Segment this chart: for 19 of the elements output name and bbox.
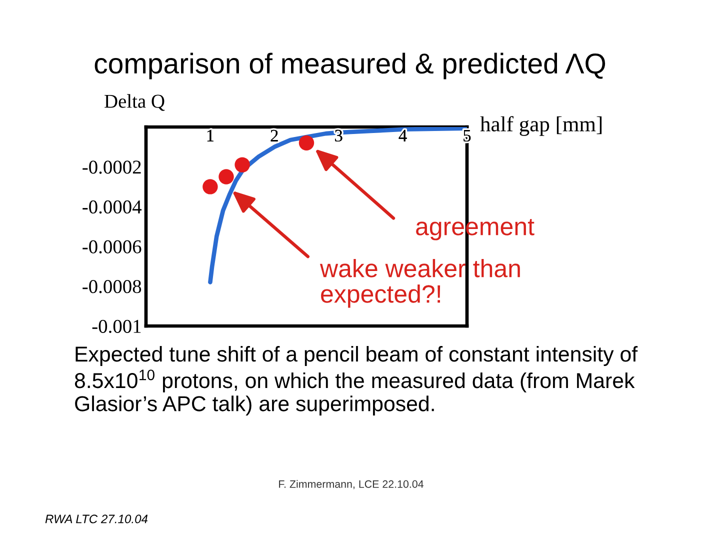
y-tick-label: -0.0002 bbox=[82, 160, 141, 174]
x-tick-label: 1 bbox=[207, 130, 214, 142]
text: F. Zimmermann, LCE 22.10.04 bbox=[279, 480, 424, 490]
y-tick-label: -0.0004 bbox=[82, 200, 142, 214]
point bbox=[234, 157, 250, 172]
point bbox=[298, 135, 314, 151]
y-axis-title: Delta Q bbox=[104, 94, 165, 111]
y-tick-label: -0.0008 bbox=[82, 280, 142, 294]
text: RWA LTC 27.10.04 bbox=[45, 514, 148, 524]
x-axis-title: half gap [mm] bbox=[480, 116, 602, 136]
y-tick-label: -0.001 bbox=[92, 320, 141, 334]
point bbox=[218, 169, 234, 184]
text: Expected tune shift of a pencil beam of constant intensity of 8.5x10$^{10}$ protons, on which the measured data (from Marek Glasior’s APC talk) are superimposed. bbox=[74, 346, 638, 416]
point bbox=[202, 179, 218, 194]
y-tick-label: -0.0006 bbox=[82, 240, 142, 254]
x-tick-label: 2 bbox=[270, 130, 278, 142]
annotation: wake weaker than expected?! bbox=[320, 259, 520, 308]
chart-title: comparison of measured & predicted ΛQ bbox=[94, 52, 606, 80]
x-tick-label: 4 bbox=[398, 130, 407, 142]
